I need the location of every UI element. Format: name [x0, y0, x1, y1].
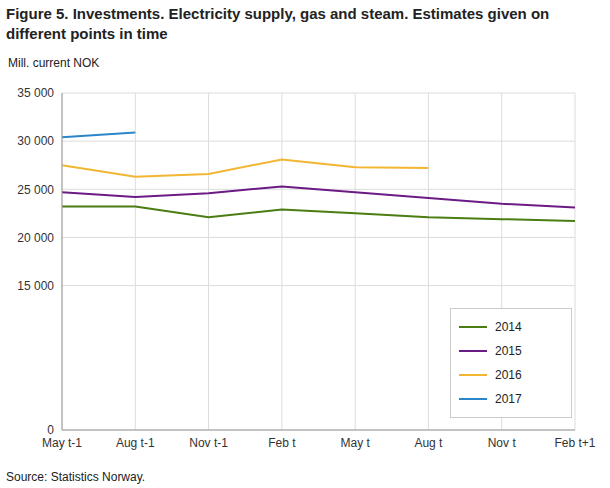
svg-text:May t-1: May t-1 — [42, 436, 82, 450]
svg-text:0: 0 — [47, 423, 54, 437]
svg-text:May t: May t — [340, 436, 370, 450]
html-text:Source: Statistics Norway.: Source: Statistics Norway. — [6, 470, 146, 484]
svg-text:15 000: 15 000 — [17, 279, 54, 293]
html-text:2014: 2014 — [495, 320, 522, 334]
svg-text:25 000: 25 000 — [17, 183, 54, 197]
html-text:2015: 2015 — [495, 344, 522, 358]
svg-text:Aug t-1: Aug t-1 — [116, 436, 155, 450]
html-text:2017: 2017 — [495, 392, 522, 406]
svg-text:20 000: 20 000 — [17, 231, 54, 245]
html-text:Figure 5. Investments. Electri: Figure 5. Investments. Electricity suppl… — [6, 5, 550, 42]
svg-text:Feb t: Feb t — [268, 436, 296, 450]
svg-text:Feb t+1: Feb t+1 — [554, 436, 595, 450]
html-text:2016: 2016 — [495, 368, 522, 382]
svg-text:35 000: 35 000 — [17, 86, 54, 100]
svg-text:30 000: 30 000 — [17, 134, 54, 148]
svg-text:Nov t-1: Nov t-1 — [189, 436, 228, 450]
svg-text:Aug t: Aug t — [414, 436, 443, 450]
html-text:Mill. current NOK: Mill. current NOK — [8, 56, 100, 70]
svg-text:Nov t: Nov t — [488, 436, 517, 450]
